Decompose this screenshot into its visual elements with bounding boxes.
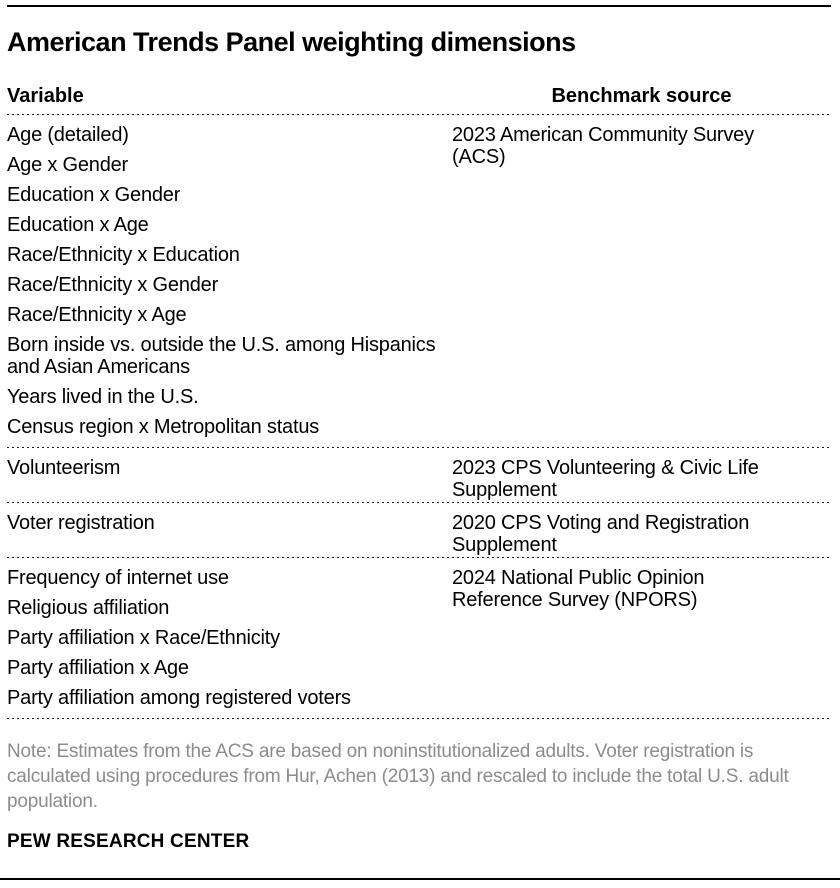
table-section-voter-registration: Voter registration 2020 CPS Voting and R… [7, 503, 831, 557]
note-text: Note: Estimates from the ACS are based o… [7, 741, 789, 813]
table-row: Education x Gender [7, 184, 181, 207]
table-section-acs: Age (detailed) Age x Gender Education x … [7, 115, 831, 447]
benchmark-source-acs: 2023 American Community Survey (ACS) [452, 124, 754, 169]
variable-cell-group: Voter registration [7, 512, 452, 556]
table-row: Census region x Metropolitan status [7, 416, 320, 439]
variable-cell-group: Age (detailed) Age x Gender Education x … [7, 124, 452, 446]
table-row: Age (detailed) [7, 124, 129, 147]
page-title: American Trends Panel weighting dimensio… [7, 27, 576, 57]
table-section-npors: Frequency of internet use Religious affi… [7, 558, 831, 718]
table-row: Religious affiliation [7, 597, 170, 620]
section-divider [7, 447, 831, 449]
table-row: Frequency of internet use [7, 567, 229, 590]
benchmark-source-volunteering: 2023 CPS Volunteering & Civic Life Suppl… [452, 457, 759, 502]
section-divider [7, 718, 831, 720]
bottom-rule [0, 878, 840, 880]
top-rule [7, 5, 831, 7]
table-row: Party affiliation x Race/Ethnicity [7, 627, 280, 650]
section-divider [7, 502, 831, 504]
column-header-variable: Variable [7, 85, 84, 108]
table-row: Party affiliation among registered voter… [7, 687, 351, 710]
table-row: Volunteerism [7, 457, 121, 480]
table-row: Race/Ethnicity x Gender [7, 274, 219, 297]
table-row: Race/Ethnicity x Education [7, 244, 240, 267]
table-row: Years lived in the U.S. [7, 386, 199, 409]
header-divider [7, 114, 831, 116]
variable-cell-group: Volunteerism [7, 457, 452, 501]
table-row: Education x Age [7, 214, 149, 237]
table-section-volunteerism: Volunteerism 2023 CPS Volunteering & Civ… [7, 448, 831, 502]
benchmark-source-npors: 2024 National Public Opinion Reference S… [452, 567, 705, 612]
table-row: Race/Ethnicity x Age [7, 304, 187, 327]
table-row: Age x Gender [7, 154, 129, 177]
table-row: Party affiliation x Age [7, 657, 189, 680]
column-header-benchmark: Benchmark source [551, 85, 732, 108]
section-divider [7, 557, 831, 559]
variable-cell-group: Frequency of internet use Religious affi… [7, 567, 452, 717]
table-row: Born inside vs. outside the U.S. among H… [7, 334, 436, 379]
table-row: Voter registration [7, 512, 155, 535]
table-header-row: Variable Benchmark source [7, 85, 831, 114]
pew-research-center-wordmark: PEW RESEARCH CENTER [7, 831, 250, 853]
benchmark-source-voting: 2020 CPS Voting and Registration Supplem… [452, 512, 750, 557]
